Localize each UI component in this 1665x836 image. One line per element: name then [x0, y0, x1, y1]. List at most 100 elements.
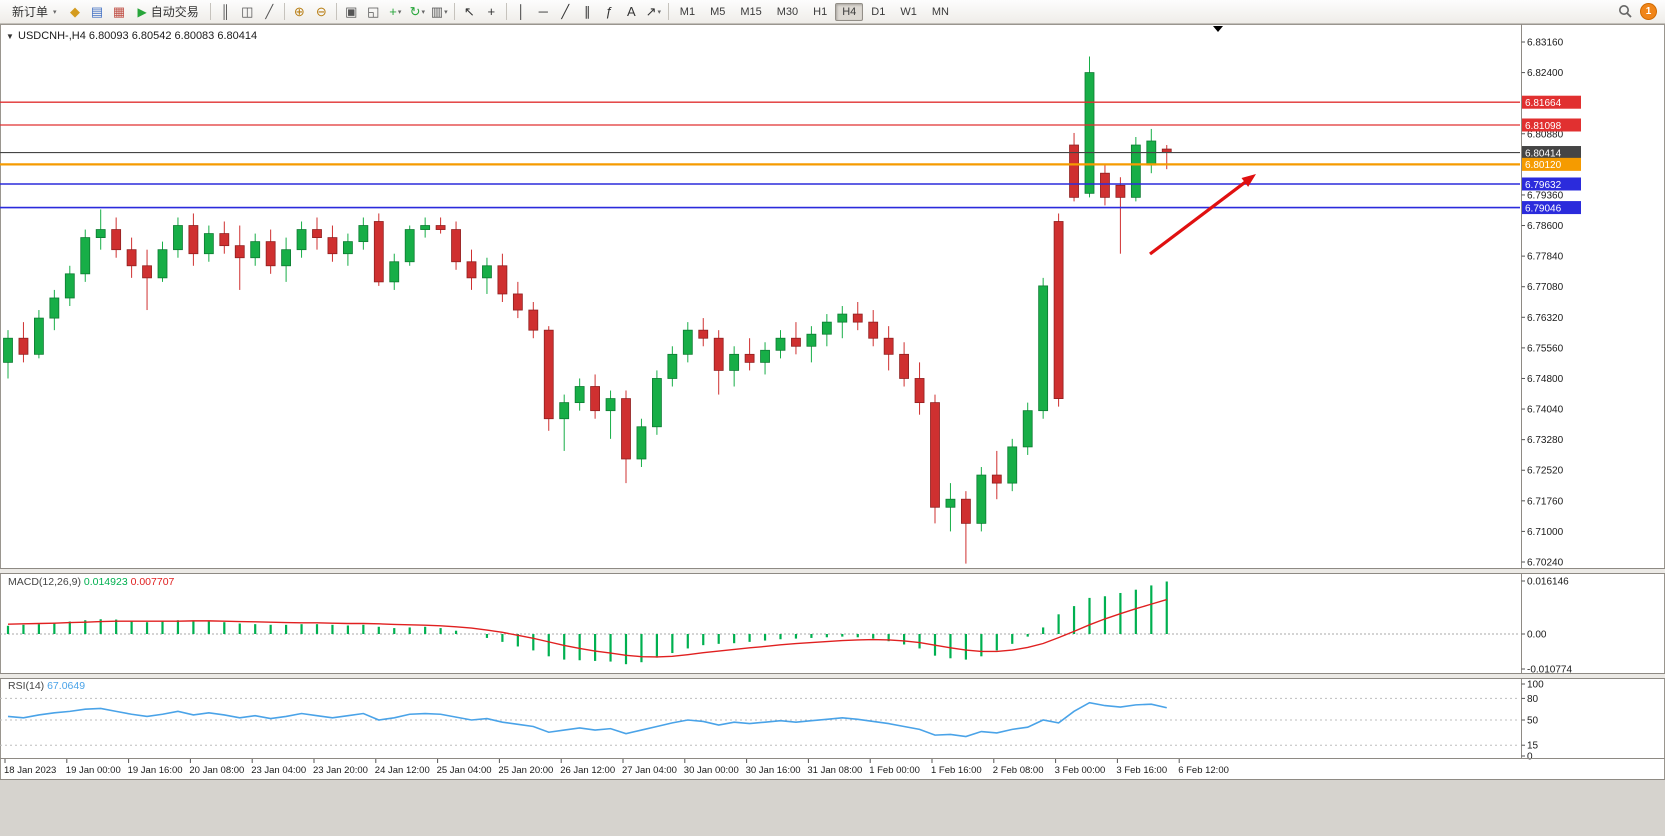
time-tick-label: 3 Feb 16:00 — [1116, 765, 1167, 776]
fibonacci-icon-glyph: ƒ — [605, 4, 613, 19]
candle-body — [451, 229, 461, 263]
candles-series — [3, 56, 1172, 564]
candle-body — [188, 225, 199, 255]
arrows-icon[interactable]: ↗ ▾ — [643, 2, 664, 22]
chart-shift-marker[interactable] — [1213, 26, 1223, 32]
timeframe-button-h1[interactable]: H1 — [813, 5, 828, 18]
terminal-icon-glyph: ▦ — [112, 3, 126, 19]
candlestick-chart-icon[interactable]: ◫ — [237, 2, 258, 22]
search-icon[interactable] — [1615, 2, 1636, 22]
tile-windows-icon[interactable]: ▣ — [341, 2, 362, 22]
terminal-icon[interactable]: ▦ — [109, 2, 130, 22]
candle-body — [250, 241, 261, 259]
candle-body — [34, 317, 44, 355]
template-icon-glyph: ▥ — [430, 3, 444, 19]
auto-trading-button-label: 自动交易 — [150, 5, 199, 19]
crosshair-icon[interactable]: + — [481, 2, 502, 22]
search-icon-glyph — [1619, 5, 1632, 18]
chart-collapse-icon[interactable]: ▼ — [6, 32, 14, 41]
trendline-icon[interactable]: ╱ — [555, 2, 576, 22]
candle-body — [389, 261, 400, 283]
price-tick-label: 6.75560 — [1527, 343, 1564, 354]
candle-body — [559, 402, 570, 420]
candle-body — [512, 293, 523, 311]
time-tick-label: 27 Jan 04:00 — [622, 765, 677, 776]
zoom-in-icon[interactable]: ⊕ — [289, 2, 310, 22]
candle-body — [543, 329, 554, 420]
time-tick-label: 19 Jan 00:00 — [66, 765, 121, 776]
timeframe-button-m1[interactable]: M1 — [679, 5, 696, 18]
text-icon-glyph: A — [626, 4, 636, 19]
candle-body — [713, 337, 724, 371]
text-icon[interactable]: A — [621, 2, 642, 22]
candle-body — [806, 333, 817, 347]
channel-icon[interactable]: ∥ — [577, 2, 598, 22]
time-tick-label: 30 Jan 16:00 — [746, 765, 801, 776]
bar-chart-icon[interactable]: ║ — [215, 2, 236, 22]
auto-trading-button[interactable]: ▶ 自动交易 — [131, 0, 206, 23]
market-watch-icon[interactable]: ◆ — [65, 2, 86, 22]
period-icon[interactable]: ↻ ▾ — [407, 2, 428, 22]
svg-text:6.80120: 6.80120 — [1525, 160, 1562, 171]
price-tick-label: 6.77840 — [1527, 252, 1564, 263]
timeframe-button-mn[interactable]: MN — [931, 5, 949, 18]
price-tick-label: 6.71760 — [1527, 496, 1564, 507]
template-icon[interactable]: ▥ ▾ — [429, 2, 450, 22]
timeframe-button-d1[interactable]: D1 — [871, 5, 886, 18]
candle-body — [126, 249, 137, 267]
timeframe-button-w1[interactable]: W1 — [900, 5, 917, 18]
horizontal-line-icon[interactable]: ─ — [533, 2, 554, 22]
line-chart-icon[interactable]: ╱ — [259, 2, 280, 22]
new-chart-icon-glyph: + — [389, 4, 397, 19]
candle-body — [18, 337, 29, 355]
candle-body — [142, 265, 152, 279]
timeframe-button-m15[interactable]: M15 — [740, 5, 762, 18]
time-tick-label: 24 Jan 12:00 — [375, 765, 430, 776]
candle-body — [760, 349, 770, 363]
timeframe-button-m30[interactable]: M30 — [776, 5, 799, 18]
zoom-out-icon[interactable]: ⊖ — [311, 2, 332, 22]
price-tick-label: 6.83160 — [1527, 38, 1564, 49]
time-tick-label: 18 Jan 2023 — [4, 765, 56, 776]
vertical-line-icon[interactable]: │ — [511, 2, 532, 22]
toolbar-separator — [505, 3, 507, 20]
macd-axis-label: -0.010774 — [1527, 665, 1572, 676]
cascade-windows-icon[interactable]: ◱ — [363, 2, 384, 22]
cursor-icon[interactable]: ↖ — [459, 2, 480, 22]
timeframe-button-h4[interactable]: H4 — [835, 2, 864, 21]
macd-panel[interactable]: MACD(12,26,9) 0.014923 0.007707 0.016146 0… — [0, 576, 1572, 676]
timeframe-button-m5[interactable]: M5 — [710, 5, 726, 18]
data-window-icon[interactable]: ▤ — [87, 2, 108, 22]
candle-body — [234, 245, 245, 259]
fibonacci-icon[interactable]: ƒ — [599, 2, 620, 22]
price-axis[interactable]: 6.70240 6.71000 6.71760 6.72520 6.73280 6.740… — [1521, 24, 1582, 758]
candle-body — [358, 225, 369, 243]
time-tick-label: 31 Jan 08:00 — [807, 765, 862, 776]
candle-body — [652, 378, 662, 428]
candle-body — [1100, 172, 1110, 198]
panel-splitter-rsi[interactable] — [0, 674, 1665, 678]
chart-canvas[interactable]: ▼ USDCNH-,H4 6.80093 6.80542 6.80083 6.80… — [0, 24, 1665, 784]
new-order-button[interactable]: 新订单 ▾ — [5, 0, 64, 23]
new-chart-icon[interactable]: + ▾ — [385, 2, 406, 22]
panel-splitter-macd[interactable] — [0, 569, 1665, 573]
notification-badge[interactable]: 1 — [1641, 4, 1656, 19]
market-watch-icon-glyph: ◆ — [70, 3, 81, 19]
candle-body — [342, 241, 353, 255]
rsi-header: RSI(14) 67.0649 — [8, 680, 85, 692]
candle-body — [883, 337, 894, 355]
rsi-panel[interactable]: RSI(14) 67.0649 100 80 50 150 — [0, 680, 1544, 763]
main-chart-plot[interactable] — [0, 56, 1520, 564]
support-line-1-price-label: 6.79632 — [1522, 177, 1581, 191]
candle-body — [961, 498, 971, 524]
toolbar-separator — [453, 3, 455, 20]
crosshair-icon-glyph: + — [487, 4, 496, 19]
zoom-out-icon-glyph: ⊖ — [315, 3, 327, 19]
candle-body — [1038, 285, 1049, 412]
time-axis[interactable]: 18 Jan 2023 19 Jan 00:00 19 Jan 16:00 20 Ja… — [4, 759, 1229, 776]
svg-text:6.79632: 6.79632 — [1525, 180, 1562, 191]
trend-arrow-annotation[interactable] — [1149, 174, 1256, 256]
arrows-icon-glyph: ↗ — [645, 3, 657, 19]
candle-body — [3, 337, 13, 363]
new-chart-icon-caret-icon: ▾ — [397, 8, 402, 16]
